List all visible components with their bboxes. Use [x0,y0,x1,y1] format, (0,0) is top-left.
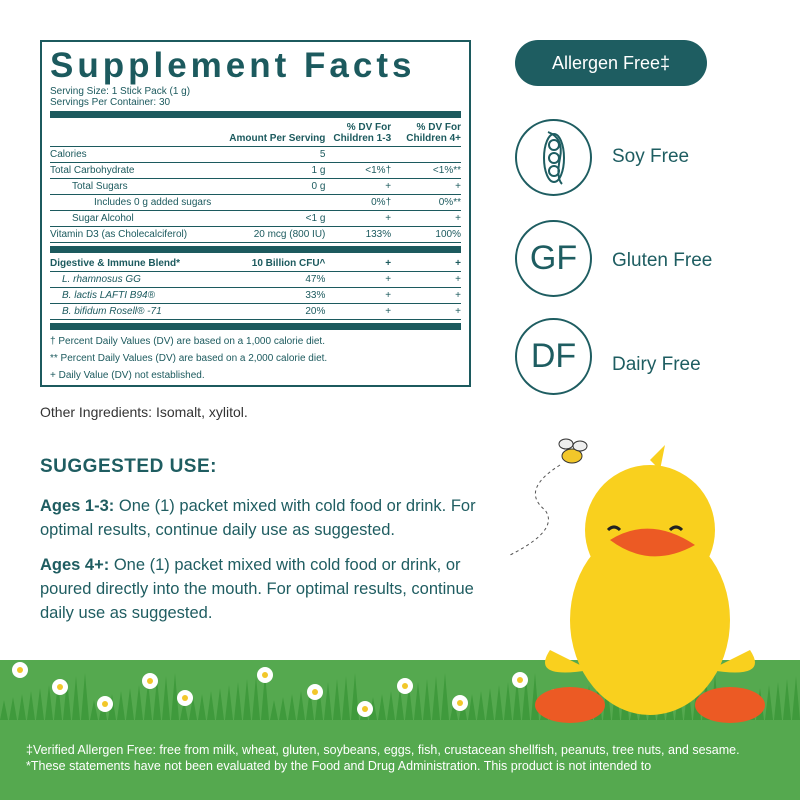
table-cell: Includes 0 g added sugars [50,194,219,211]
divider [50,246,461,253]
dairy-free-label: Dairy Free [612,354,701,375]
table-cell: + [325,210,392,227]
table-cell: + [391,271,461,288]
gluten-free-label: Gluten Free [612,250,713,271]
table-row: Vitamin D3 (as Cholecalciferol) 20 mcg (8… [50,226,461,243]
footnotes: † Percent Daily Values (DV) are based on… [50,333,461,384]
table-cell: 47% [218,271,326,288]
table-cell: <1%** [391,162,461,179]
table-cell: L. rhamnosus GG [50,271,219,288]
blend-table: Digestive & Immune Blend* 10 Billion CFU^… [50,256,461,320]
table-cell: 100% [391,226,461,243]
table-cell [391,146,461,163]
supplement-facts-panel: Supplement Facts Serving Size: 1 Stick P… [40,40,471,387]
table-cell: + [325,271,392,288]
table-cell: 33% [218,287,326,304]
table-cell: 5 [218,146,326,163]
table-row: Includes 0 g added sugars 0%† 0%** [50,194,461,211]
suggested-use-title: SUGGESTED USE: [40,456,217,477]
table-cell: 10 Billion CFU^ [218,256,326,272]
bee-icon [558,438,588,464]
gluten-free-icon: GF [515,220,592,297]
table-cell: 20% [218,303,326,320]
table-cell: + [391,210,461,227]
facts-title: Supplement Facts [50,46,416,85]
table-cell: + [391,178,461,195]
footer-disclaimer: ‡Verified Allergen Free: free from milk,… [26,743,740,773]
table-row: L. rhamnosus GG 47% + + [50,271,461,288]
soy-icon [515,119,592,196]
table-cell: + [325,303,392,320]
table-cell: 0%† [325,194,392,211]
table-cell: Total Sugars [50,178,219,195]
table-row: Sugar Alcohol <1 g + + [50,210,461,227]
divider [50,323,461,330]
servings-per-container: Servings Per Container: 30 [50,97,171,108]
footnote: ** Percent Daily Values (DV) are based o… [50,353,328,364]
allergen-free-badge: Allergen Free‡ [515,40,707,86]
table-cell: Digestive & Immune Blend* [50,256,219,272]
table-cell [218,194,326,211]
table-cell: + [325,256,392,272]
footnote: † Percent Daily Values (DV) are based on… [50,336,325,347]
table-cell: B. bifidum Rosell® -71 [50,303,219,320]
dairy-free-icon: DF [515,318,592,395]
table-cell: B. lactis LAFTI B94® [50,287,219,304]
table-cell: 1 g [218,162,326,179]
duck-illustration [509,438,765,723]
table-cell: 0%** [391,194,461,211]
table-cell: Total Carbohydrate [50,162,219,179]
table-row: Digestive & Immune Blend* 10 Billion CFU^… [50,256,461,272]
table-row: B. lactis LAFTI B94® 33% + + [50,287,461,304]
facts-table: Amount Per Serving% DV For Children 1-3%… [50,121,461,243]
table-cell [325,146,392,163]
table-cell: 20 mcg (800 IU) [218,226,326,243]
table-row: Calories 5 [50,146,461,163]
other-ingredients: Other Ingredients: Isomalt, xylitol. [40,404,248,420]
table-cell: + [391,256,461,272]
footnote: + Daily Value (DV) not established. [50,370,205,381]
serving-size: Serving Size: 1 Stick Pack (1 g) [50,86,191,97]
table-row: Total Sugars 0 g + + [50,178,461,195]
table-cell: <1%† [325,162,392,179]
table-cell: Calories [50,146,219,163]
table-row: Total Carbohydrate 1 g <1%† <1%** [50,162,461,179]
table-row: B. bifidum Rosell® -71 20% + + [50,303,461,320]
table-cell: <1 g [218,210,326,227]
table-cell: 0 g [218,178,326,195]
table-cell: + [391,303,461,320]
table-cell: + [325,178,392,195]
ages-4-text: Ages 4+: One (1) packet mixed with cold … [40,556,474,622]
table-cell: Vitamin D3 (as Cholecalciferol) [50,226,219,243]
table-cell: Sugar Alcohol [50,210,219,227]
ages-1-3-text: Ages 1-3: One (1) packet mixed with cold… [40,497,476,539]
table-cell: + [391,287,461,304]
table-cell: + [325,287,392,304]
table-cell: 133% [325,226,392,243]
soy-free-label: Soy Free [612,146,690,167]
divider [50,111,461,118]
